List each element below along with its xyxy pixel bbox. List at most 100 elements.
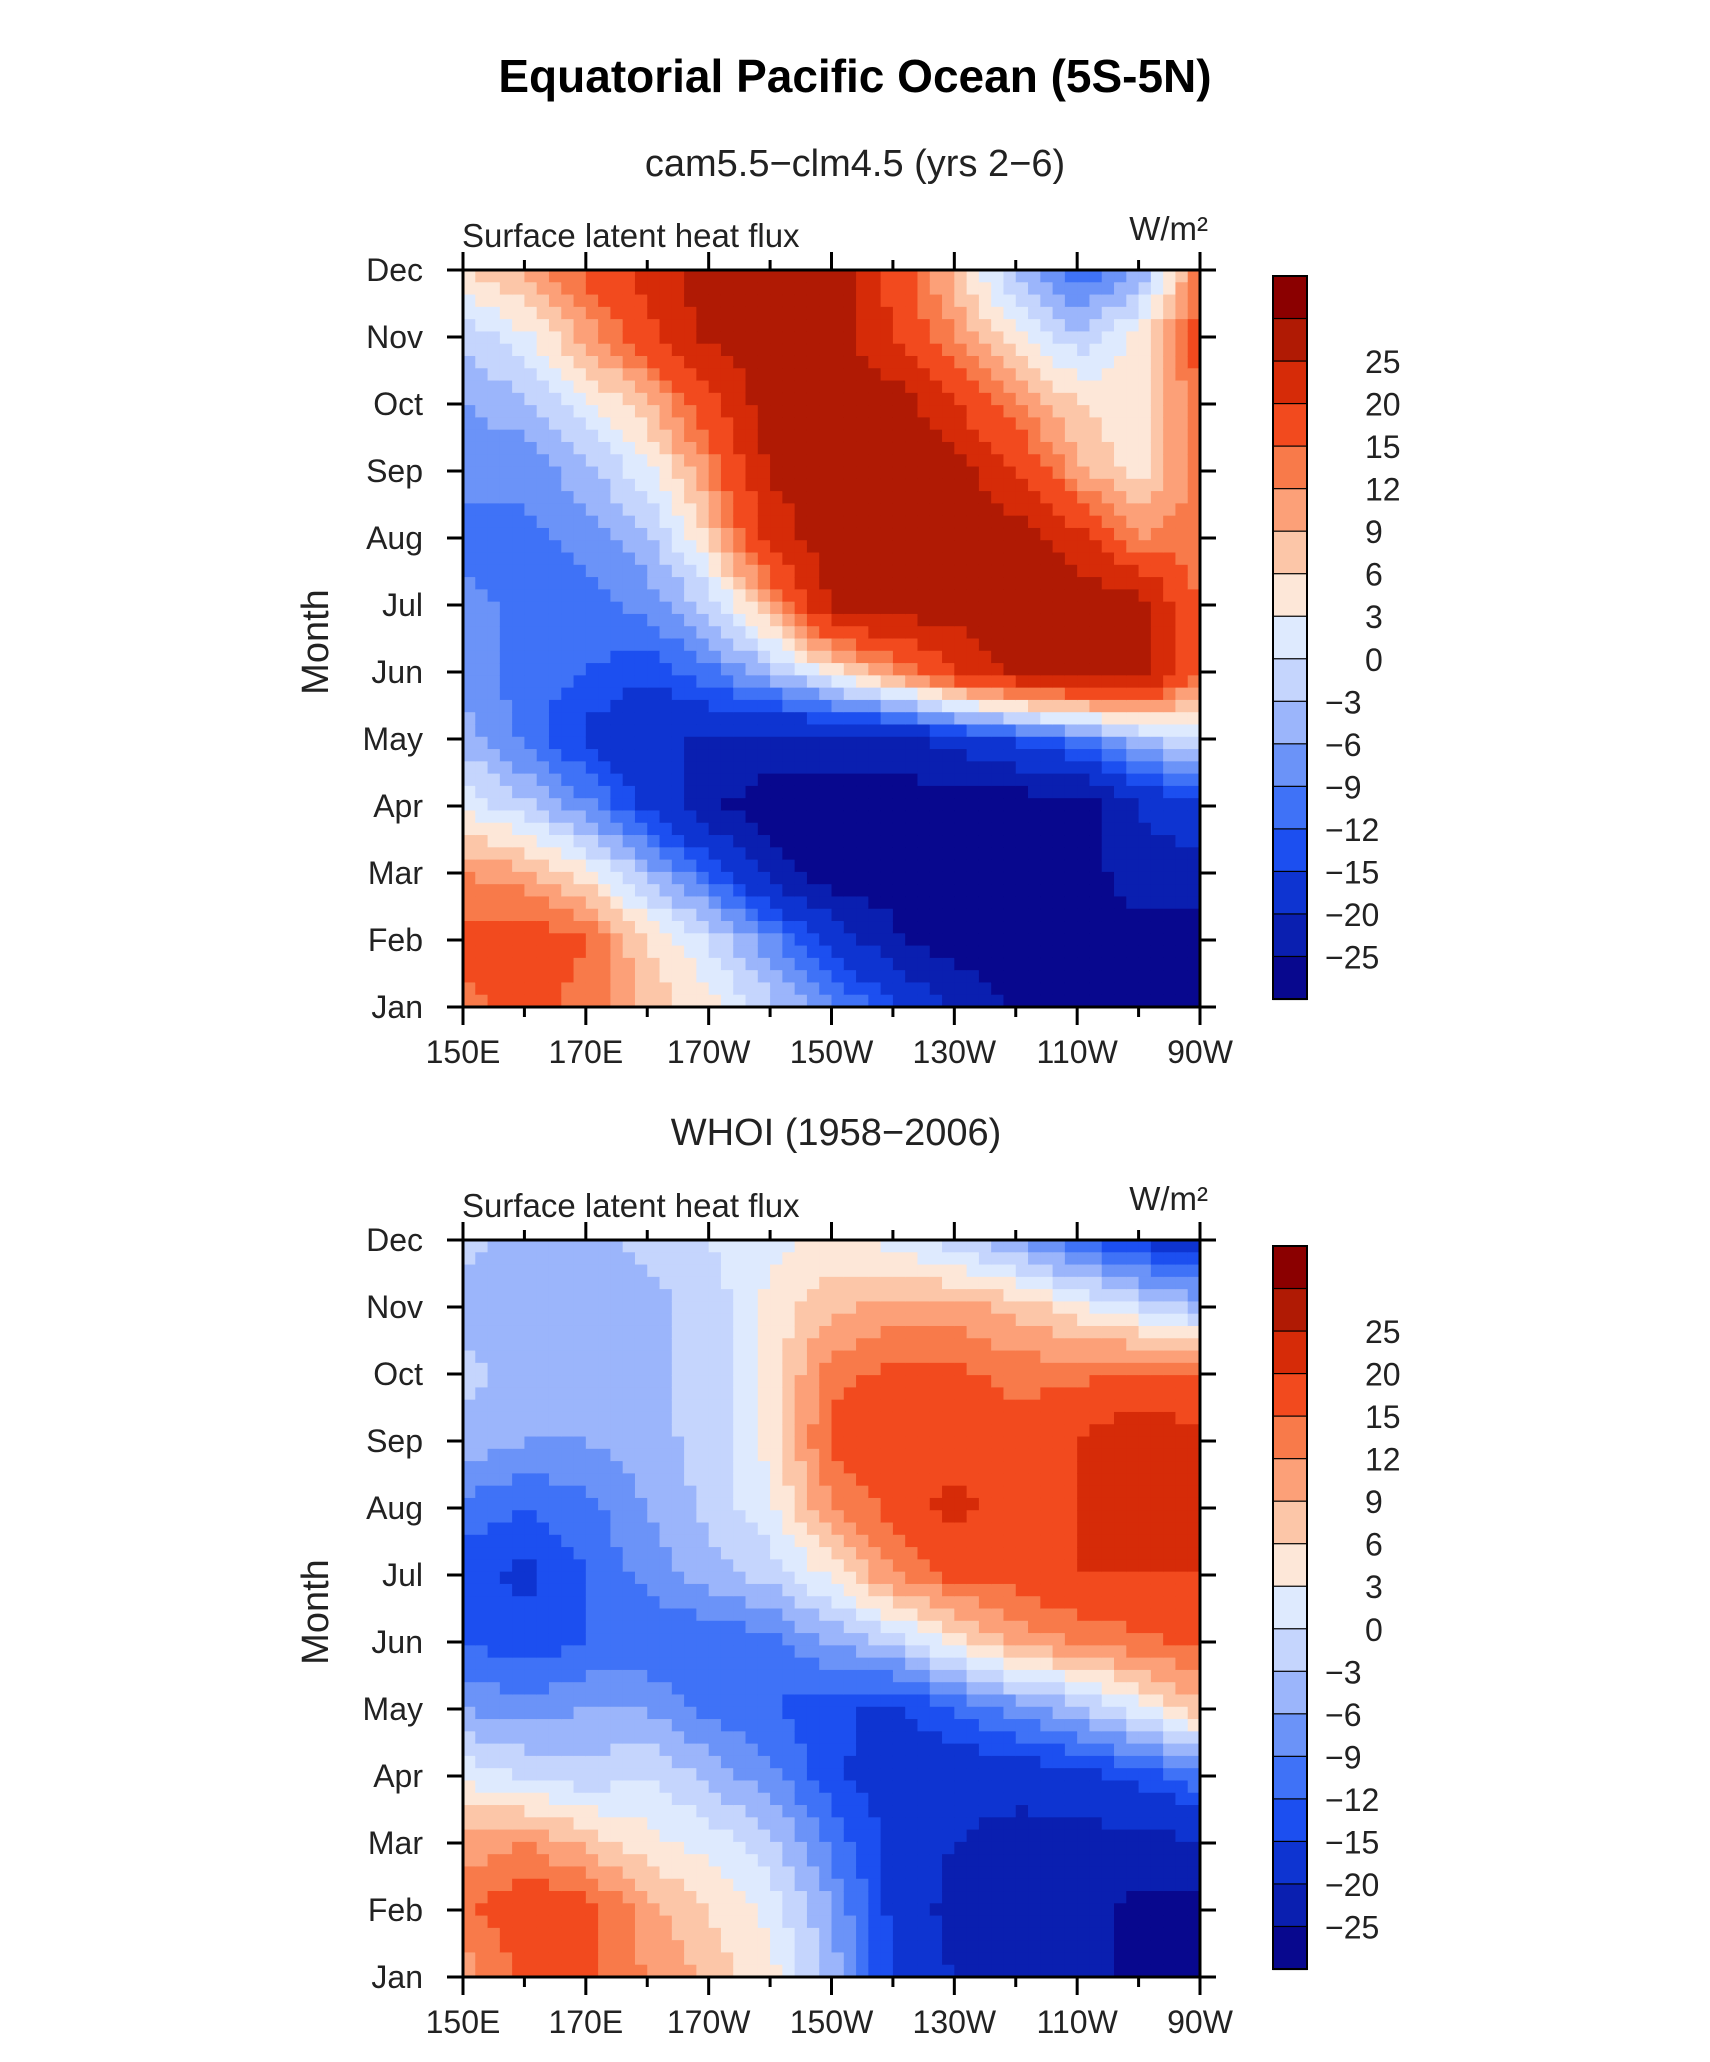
heatmap-cell [966,957,980,971]
heatmap-cell [1064,994,1078,1008]
heatmap-cell [487,577,501,590]
heatmap-cell [659,577,673,590]
heatmap-cell [536,441,550,455]
heatmap-cell [585,380,599,394]
heatmap-cell [819,429,833,443]
heatmap-cell [499,933,513,947]
heatmap-cell [1003,835,1017,848]
heatmap-cell [659,810,673,824]
heatmap-cell [622,1276,636,1290]
heatmap-cell [659,1817,673,1831]
heatmap-cell [524,908,538,922]
heatmap-cell [585,1252,599,1266]
heatmap-cell [684,1289,697,1303]
heatmap-cell [1064,798,1078,812]
heatmap-cell [782,835,796,848]
heatmap-cell [917,454,931,468]
heatmap-cell [548,1682,562,1696]
heatmap-cell [1187,613,1201,627]
heatmap-cell [1028,503,1041,517]
heatmap-cell [475,1596,489,1610]
heatmap-cell [463,749,476,762]
heatmap-cell [573,699,587,713]
heatmap-cell [622,896,636,910]
heatmap-cell [966,712,980,726]
heatmap-cell [831,638,845,652]
heatmap-cell [880,945,894,959]
heatmap-cell [978,527,992,541]
heatmap-cell [1064,331,1078,345]
heatmap-cell [573,1719,587,1732]
heatmap-cell [1064,638,1078,652]
heatmap-cell [831,552,845,566]
heatmap-cell [770,871,783,885]
heatmap-cell [733,491,747,504]
heatmap-cell [1040,577,1054,590]
heatmap-cell [720,650,734,664]
heatmap-cell [696,1362,710,1376]
heatmap-cell [634,1633,648,1646]
heatmap-cell [1040,945,1054,959]
heatmap-cell [463,454,476,468]
heatmap-cell [622,884,636,898]
heatmap-cell [1089,871,1103,885]
heatmap-cell [1040,724,1054,738]
heatmap-cell [1163,355,1177,369]
heatmap-cell [647,994,661,1008]
heatmap-cell [634,1522,648,1536]
heatmap-cell [463,1473,476,1487]
heatmap-cell [978,945,992,959]
heatmap-cell [475,368,489,382]
heatmap-cell [1126,613,1140,627]
heatmap-cell [463,1424,476,1438]
heatmap-cell [806,933,820,947]
heatmap-cell [929,675,943,689]
heatmap-cell [585,1915,599,1929]
heatmap-cell [1003,724,1017,738]
heatmap-cell [954,454,968,468]
heatmap-cell [463,1780,476,1794]
heatmap-cell [671,1276,685,1290]
heatmap-cell [1187,601,1201,615]
heatmap-cell [512,380,526,394]
heatmap-cell [512,1534,526,1548]
heatmap-cell [696,957,710,971]
heatmap-cell [1003,822,1017,836]
heatmap-cell [905,847,919,861]
heatmap-cell [1077,810,1091,824]
heatmap-cell [1126,466,1140,480]
heatmap-cell [1015,773,1029,787]
heatmap-cell [634,970,648,984]
heatmap-cell [487,1792,501,1806]
heatmap-cell [1101,884,1115,898]
heatmap-cell [634,1964,648,1978]
heatmap-cell [536,282,550,296]
heatmap-cell [819,441,833,455]
heatmap-cell [561,466,575,480]
heatmap-cell [917,957,931,971]
heatmap-cell [1187,982,1201,996]
heatmap-cell [856,613,869,627]
heatmap-cell [708,1878,722,1892]
heatmap-cell [917,859,931,873]
heatmap-cell [1175,859,1189,873]
heatmap-cell [831,970,845,984]
heatmap-cell [819,466,833,480]
heatmap-cell [512,626,526,640]
heatmap-cell [1015,822,1029,836]
heatmap-cell [1138,650,1152,664]
heatmap-cell [720,466,734,480]
heatmap-cell [1175,699,1189,713]
heatmap-cell [585,1780,599,1794]
heatmap-cell [634,1669,648,1683]
heatmap-cell [1150,613,1164,627]
heatmap-cell [659,1866,673,1880]
heatmap-cell [806,429,820,443]
heatmap-cell [1187,454,1201,468]
heatmap-cell [905,515,919,529]
heatmap-cell [634,798,648,812]
heatmap-cell [622,712,636,726]
heatmap-cell [622,1731,636,1745]
heatmap-cell [487,1878,501,1892]
colorbar-label: 9 [1365,514,1383,550]
